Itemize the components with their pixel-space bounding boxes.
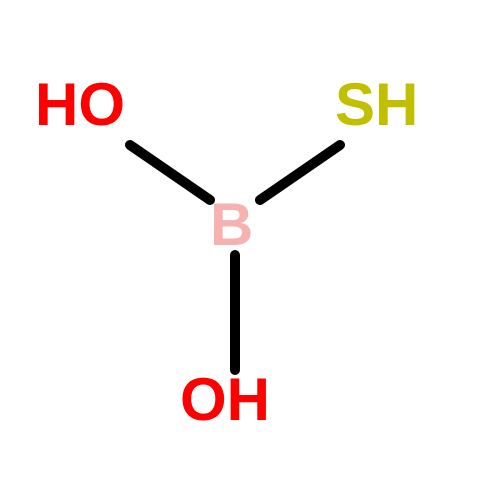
thiol-label: SH: [335, 75, 418, 135]
bond-line: [260, 145, 340, 200]
boron-label: B: [210, 195, 253, 255]
hydroxyl-bottom-label: OH: [180, 370, 270, 430]
bond-line: [130, 145, 210, 200]
hydroxyl-left-label: HO: [35, 75, 125, 135]
